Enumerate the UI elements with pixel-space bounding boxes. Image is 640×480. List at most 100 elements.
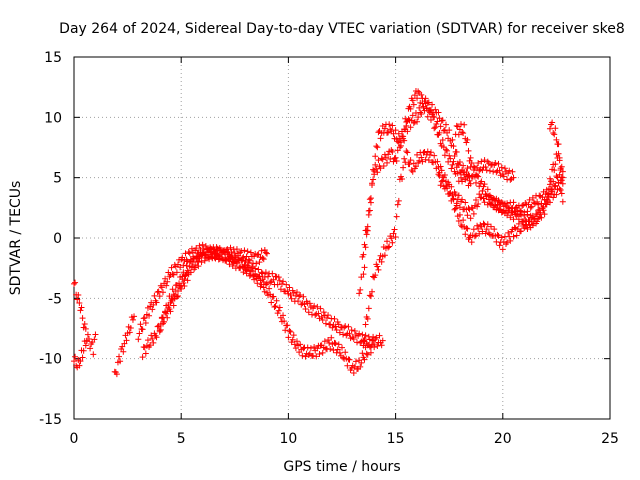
- data-point: [470, 210, 477, 217]
- data-point: [345, 323, 352, 330]
- data-point: [244, 264, 251, 271]
- data-point: [407, 124, 414, 131]
- data-point: [297, 341, 304, 348]
- data-point: [268, 299, 275, 306]
- data-point: [462, 231, 469, 238]
- data-point: [149, 306, 156, 313]
- data-point: [425, 157, 432, 164]
- data-point: [524, 211, 531, 218]
- data-point: [123, 337, 130, 344]
- data-point: [173, 269, 180, 276]
- data-point: [535, 201, 542, 208]
- data-point: [510, 216, 517, 223]
- data-point: [473, 232, 479, 239]
- data-point: [393, 157, 400, 164]
- data-point: [481, 157, 488, 164]
- data-point: [513, 204, 520, 211]
- data-point: [546, 125, 553, 132]
- data-point: [281, 318, 288, 325]
- data-point: [360, 337, 367, 344]
- data-point: [465, 172, 472, 179]
- data-point: [215, 252, 222, 259]
- data-point: [422, 100, 429, 107]
- data-point: [375, 157, 382, 164]
- data-point: [357, 363, 364, 370]
- data-point: [260, 256, 267, 263]
- series-group: [452, 121, 517, 183]
- data-point: [340, 354, 347, 361]
- data-point: [456, 204, 463, 211]
- data-point: [482, 163, 489, 170]
- data-point: [266, 285, 273, 292]
- data-point: [344, 362, 351, 369]
- data-point: [400, 164, 407, 171]
- data-point: [274, 281, 281, 288]
- data-point: [442, 146, 449, 153]
- data-point: [527, 224, 534, 231]
- data-point: [411, 92, 418, 99]
- data-point: [470, 163, 477, 170]
- data-point: [480, 220, 487, 227]
- data-point: [170, 291, 177, 298]
- data-point: [239, 255, 246, 262]
- data-point: [518, 208, 525, 215]
- data-point: [401, 137, 408, 144]
- data-point: [251, 276, 258, 283]
- data-point: [306, 300, 313, 307]
- data-point: [426, 106, 433, 113]
- data-point: [559, 168, 566, 175]
- data-point: [346, 330, 353, 337]
- x-axis-label: GPS time / hours: [283, 459, 400, 475]
- data-point: [356, 330, 363, 337]
- data-point: [479, 228, 486, 235]
- data-point: [503, 203, 510, 210]
- data-point: [360, 271, 367, 278]
- data-point: [365, 305, 372, 312]
- axis-ticks: 0 5 10 15 20 25 -15 -10 -5 0 5 10 15: [39, 50, 619, 447]
- data-point: [525, 201, 532, 208]
- data-point: [159, 289, 166, 296]
- data-point: [507, 237, 514, 244]
- data-point: [556, 185, 563, 192]
- data-point: [261, 247, 268, 254]
- data-point: [385, 129, 392, 136]
- data-point: [501, 165, 508, 172]
- data-point: [333, 327, 340, 334]
- data-point: [245, 259, 252, 266]
- x-tick-label: 5: [177, 431, 186, 447]
- data-point: [366, 292, 373, 299]
- y-tick-label: 0: [53, 231, 62, 247]
- data-point: [362, 244, 369, 251]
- data-point: [79, 354, 86, 361]
- data-point: [392, 127, 399, 134]
- data-point: [195, 263, 202, 270]
- data-point: [418, 111, 425, 118]
- data-point: [516, 210, 523, 217]
- data-point: [372, 153, 379, 160]
- data-point: [154, 289, 161, 296]
- data-point: [354, 339, 361, 346]
- data-point: [139, 354, 146, 361]
- data-point: [494, 202, 501, 209]
- data-point: [289, 336, 296, 343]
- x-tick-label: 10: [279, 431, 297, 447]
- data-point: [495, 207, 502, 214]
- data-point: [340, 331, 347, 338]
- data-point: [336, 349, 343, 356]
- data-point: [491, 226, 498, 233]
- data-point: [313, 353, 320, 360]
- y-tick-label: 5: [53, 171, 62, 187]
- data-point: [346, 356, 353, 363]
- data-point: [323, 314, 330, 321]
- data-point: [139, 326, 146, 333]
- data-point: [199, 241, 206, 248]
- data-point: [200, 245, 207, 252]
- data-point: [475, 225, 482, 232]
- data-point: [444, 147, 451, 154]
- data-point: [430, 113, 437, 120]
- data-point: [481, 181, 488, 188]
- series-group: [156, 245, 378, 376]
- data-point: [299, 352, 306, 359]
- data-point: [181, 276, 188, 283]
